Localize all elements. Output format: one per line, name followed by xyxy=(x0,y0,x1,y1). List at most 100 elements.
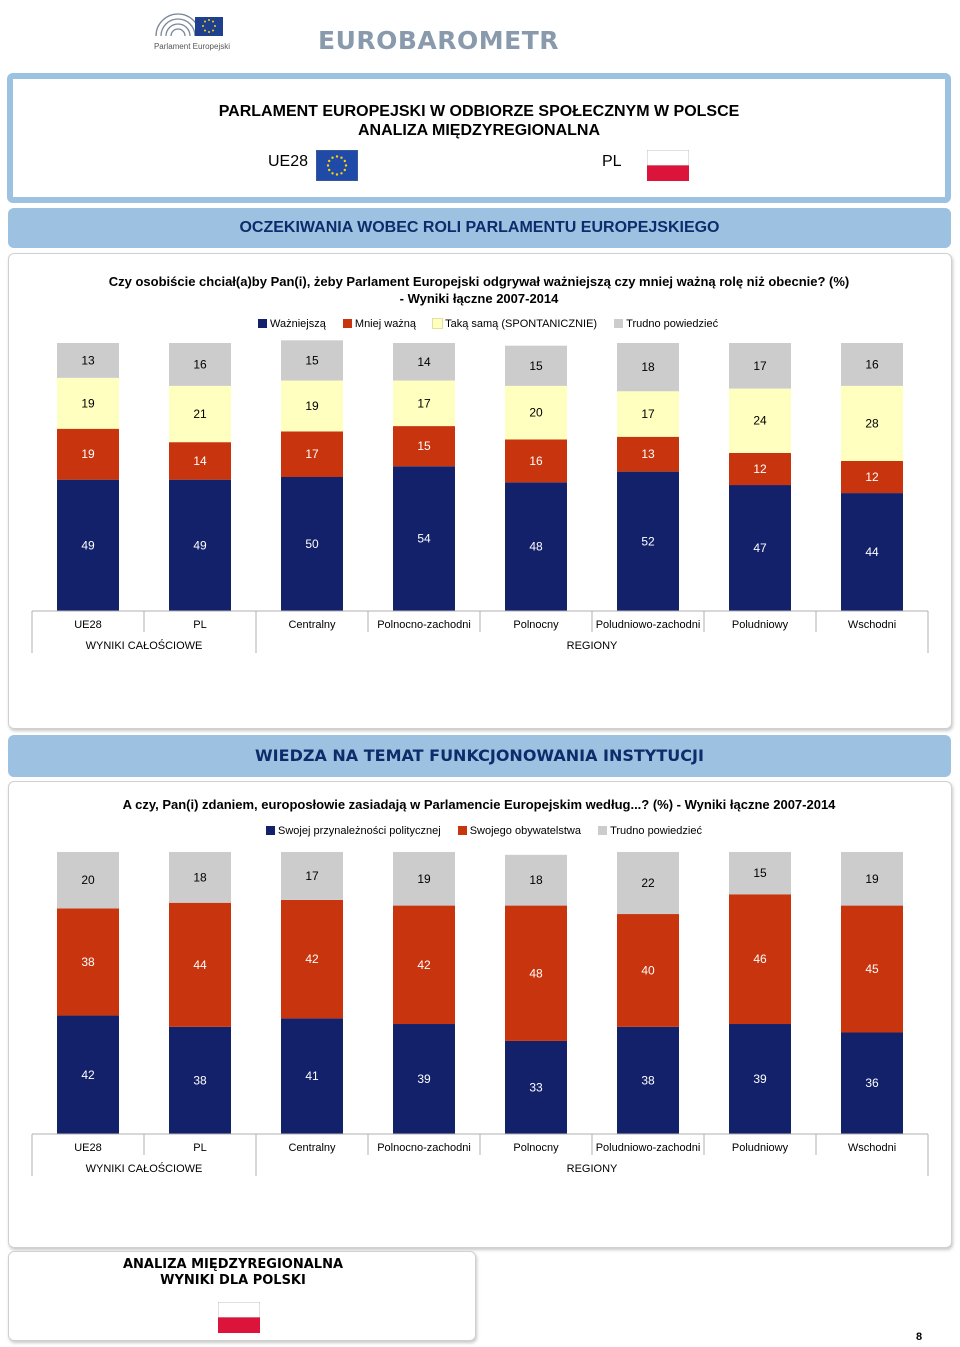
bar-segment xyxy=(841,493,903,611)
legend-label: Trudno powiedzieć xyxy=(626,318,719,330)
bar-segment xyxy=(57,343,119,378)
data-label: 19 xyxy=(81,396,95,410)
bar-segment xyxy=(393,380,455,427)
bar-segment xyxy=(169,1026,231,1134)
question-1-line2: - Wyniki łączne 2007-2014 xyxy=(399,291,559,306)
bar-segment xyxy=(169,385,231,443)
legend-swatch xyxy=(258,319,267,328)
category-label: Poludniowy xyxy=(732,619,789,631)
axis-grid xyxy=(31,1133,929,1176)
legend-item: Trudno powiedzieć xyxy=(598,825,702,837)
section-heading-knowledge: WIEDZA NA TEMAT FUNKCJONOWANIA INSTYTUCJ… xyxy=(8,735,951,777)
bar-segment xyxy=(281,852,343,900)
brand-title: EUROBAROMETR xyxy=(318,26,560,55)
category-label: PL xyxy=(193,1142,206,1154)
legend-item: Ważniejszą xyxy=(258,318,326,330)
legend-item: Trudno powiedzieć xyxy=(614,318,718,330)
data-label: 16 xyxy=(865,357,879,371)
legend-item: Taką samą (SPONTANICZNIE) xyxy=(432,318,598,330)
bar-segment xyxy=(393,426,455,467)
bar-segment xyxy=(617,471,679,611)
bar-segment xyxy=(841,460,903,494)
bar-segment xyxy=(729,485,791,611)
bar-segment xyxy=(841,905,903,1033)
data-label: 18 xyxy=(193,870,207,884)
legend-label: Ważniejszą xyxy=(270,318,326,330)
report-title: PARLAMENT EUROPEJSKI W ODBIORZE SPOŁECZN… xyxy=(218,103,740,120)
legend-swatch xyxy=(342,319,352,328)
bar-segment xyxy=(281,340,343,381)
footer-line1: ANALIZA MIĘDZYREGIONALNA xyxy=(122,1257,344,1272)
bar-segment xyxy=(841,852,903,906)
bar-segment xyxy=(57,1015,119,1134)
legend-2: Swojej przynależności politycznej Swojeg… xyxy=(266,825,716,837)
data-label: 15 xyxy=(529,359,543,373)
title-box-inner xyxy=(13,79,945,197)
bar-segment xyxy=(393,343,455,381)
bar-segment xyxy=(505,439,567,483)
bar-segment xyxy=(841,385,903,461)
data-label: 39 xyxy=(417,1072,431,1086)
data-label: 15 xyxy=(753,866,767,880)
group-label: WYNIKI CAŁOŚCIOWE xyxy=(86,1162,203,1175)
data-label: 42 xyxy=(81,1068,95,1082)
data-label: 42 xyxy=(305,952,319,966)
data-label: 17 xyxy=(641,407,655,421)
bar-segment xyxy=(281,1018,343,1134)
category-label: Wschodni xyxy=(848,1142,896,1154)
legend-item: Swojej przynależności politycznej xyxy=(266,825,441,837)
legend-item: Swojego obywatelstwa xyxy=(457,825,581,837)
bar-segment xyxy=(281,431,343,477)
data-label: 14 xyxy=(193,454,207,468)
pl-flag-icon xyxy=(218,1302,260,1333)
category-label: PL xyxy=(193,619,206,631)
bar-segment xyxy=(169,902,231,1027)
legend-label: Taką samą (SPONTANICZNIE) xyxy=(445,318,598,330)
data-label: 28 xyxy=(865,416,879,430)
data-label: 49 xyxy=(81,538,95,552)
bar-segment xyxy=(57,852,119,909)
data-label: 22 xyxy=(641,876,655,890)
data-label: 13 xyxy=(641,447,655,461)
data-label: 49 xyxy=(193,538,207,552)
data-label: 24 xyxy=(753,414,767,428)
data-label: 48 xyxy=(529,540,543,554)
bar-segment xyxy=(617,852,679,915)
bar-segment xyxy=(729,452,791,486)
data-label: 19 xyxy=(865,872,879,886)
bar-segment xyxy=(505,482,567,611)
eu-label: UE28 xyxy=(268,153,309,170)
bar-segment xyxy=(617,914,679,1027)
bar-segment xyxy=(617,436,679,472)
bar-segment xyxy=(169,852,231,903)
bar-segment xyxy=(729,388,791,453)
data-label: 40 xyxy=(641,963,655,977)
bar-segment xyxy=(841,343,903,386)
bar-segment xyxy=(281,380,343,432)
eu-flag-icon xyxy=(316,150,358,181)
question-1-line1: Czy osobiście chciał(a)by Pan(i), żeby P… xyxy=(108,274,850,289)
legend-label: Swojej przynależności politycznej xyxy=(278,825,441,837)
data-label: 47 xyxy=(753,541,767,555)
data-label: 13 xyxy=(81,353,95,367)
category-label: Poludniowo-zachodni xyxy=(596,1142,701,1154)
group-label: WYNIKI CAŁOŚCIOWE xyxy=(86,639,203,652)
data-label: 12 xyxy=(865,470,879,484)
bar-segment xyxy=(57,377,119,429)
category-label: UE28 xyxy=(74,619,102,631)
section-heading-expectations: OCZEKIWANIA WOBEC ROLI PARLAMENTU EUROPE… xyxy=(8,208,951,248)
legend-label: Mniej ważną xyxy=(354,318,417,330)
bar-segment xyxy=(281,899,343,1019)
bar-segment xyxy=(617,391,679,437)
bar-segment xyxy=(393,1024,455,1134)
axis-grid xyxy=(31,610,929,653)
parliament-logo xyxy=(155,13,223,37)
bar-segment xyxy=(393,852,455,906)
chart-mep-seating: 42 38 20 38 44 18 41 42 17 39 42 19 33 48 18 38 40 22 39 46… xyxy=(31,852,929,1176)
data-label: 50 xyxy=(305,537,319,551)
data-label: 20 xyxy=(529,406,543,420)
category-label: UE28 xyxy=(74,1142,102,1154)
bar-segment xyxy=(841,1032,903,1134)
footer-line2: WYNIKI DLA POLSKI xyxy=(160,1273,306,1288)
category-label: Poludniowy xyxy=(732,1142,789,1154)
